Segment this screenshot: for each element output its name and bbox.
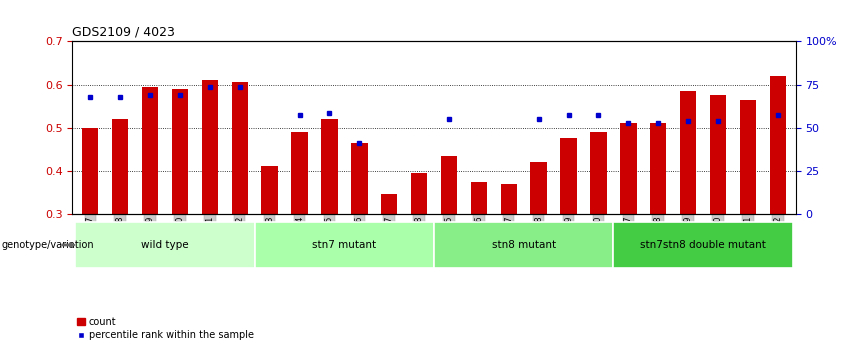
Bar [202, 80, 218, 214]
FancyBboxPatch shape [254, 222, 434, 268]
Bar [441, 156, 457, 214]
Text: genotype/variation: genotype/variation [2, 240, 94, 250]
Bar [142, 87, 158, 214]
Bar [471, 181, 487, 214]
Bar [381, 195, 397, 214]
FancyBboxPatch shape [76, 222, 254, 268]
Bar [620, 124, 637, 214]
FancyBboxPatch shape [614, 222, 792, 268]
Text: stn8 mutant: stn8 mutant [492, 240, 556, 250]
Bar [112, 119, 129, 214]
Bar [172, 89, 188, 214]
Bar [769, 76, 786, 214]
Legend: count, percentile rank within the sample: count, percentile rank within the sample [77, 317, 254, 340]
Bar [591, 132, 607, 214]
Bar [530, 162, 547, 214]
Text: stn7 mutant: stn7 mutant [312, 240, 376, 250]
Bar [680, 91, 696, 214]
Bar [560, 138, 577, 214]
Bar [261, 167, 277, 214]
Bar [231, 82, 248, 214]
Text: wild type: wild type [141, 240, 189, 250]
Text: GDS2109 / 4023: GDS2109 / 4023 [72, 26, 175, 39]
Bar [500, 184, 517, 214]
Bar [411, 173, 427, 214]
Bar [291, 132, 308, 214]
Bar [650, 124, 666, 214]
Text: stn7stn8 double mutant: stn7stn8 double mutant [640, 240, 766, 250]
Bar [82, 128, 99, 214]
FancyBboxPatch shape [434, 222, 614, 268]
Bar [710, 95, 726, 214]
Bar [321, 119, 338, 214]
Bar [740, 100, 756, 214]
Bar [351, 143, 368, 214]
